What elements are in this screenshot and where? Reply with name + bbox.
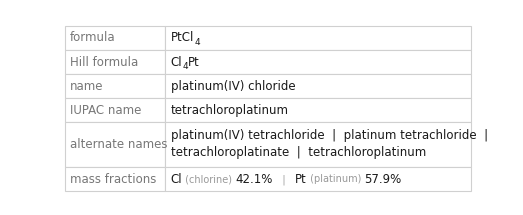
Text: IUPAC name: IUPAC name: [70, 104, 142, 117]
Text: alternate names: alternate names: [70, 138, 168, 151]
Bar: [165, 123, 471, 167]
Bar: [65, 74, 165, 98]
Text: Pt: Pt: [188, 55, 200, 69]
Text: tetrachloroplatinum: tetrachloroplatinum: [170, 104, 289, 117]
Text: Hill formula: Hill formula: [70, 55, 139, 69]
Text: Cl: Cl: [170, 173, 183, 186]
Text: mass fractions: mass fractions: [70, 173, 156, 186]
Text: formula: formula: [70, 31, 116, 44]
Text: name: name: [70, 80, 104, 93]
Text: 42.1%: 42.1%: [235, 173, 273, 186]
Bar: [165, 74, 471, 98]
Text: platinum(IV) chloride: platinum(IV) chloride: [170, 80, 295, 93]
Text: (chlorine): (chlorine): [183, 174, 235, 184]
Bar: [65, 123, 165, 167]
Text: tetrachloroplatinate  |  tetrachloroplatinum: tetrachloroplatinate | tetrachloroplatin…: [170, 146, 426, 159]
Text: 4: 4: [183, 62, 188, 71]
Text: 57.9%: 57.9%: [364, 173, 401, 186]
Bar: [65, 26, 165, 50]
Bar: [65, 98, 165, 123]
Bar: [165, 98, 471, 123]
Text: 4: 4: [194, 38, 200, 47]
Bar: [165, 50, 471, 74]
Text: platinum(IV) tetrachloride  |  platinum tetrachloride  |: platinum(IV) tetrachloride | platinum te…: [170, 129, 488, 142]
Bar: [65, 50, 165, 74]
Text: (platinum): (platinum): [306, 174, 364, 184]
Bar: [165, 26, 471, 50]
Bar: [165, 167, 471, 191]
Text: |: |: [273, 174, 295, 184]
Text: PtCl: PtCl: [170, 31, 194, 44]
Bar: [65, 167, 165, 191]
Text: Cl: Cl: [170, 55, 183, 69]
Text: Pt: Pt: [295, 173, 306, 186]
